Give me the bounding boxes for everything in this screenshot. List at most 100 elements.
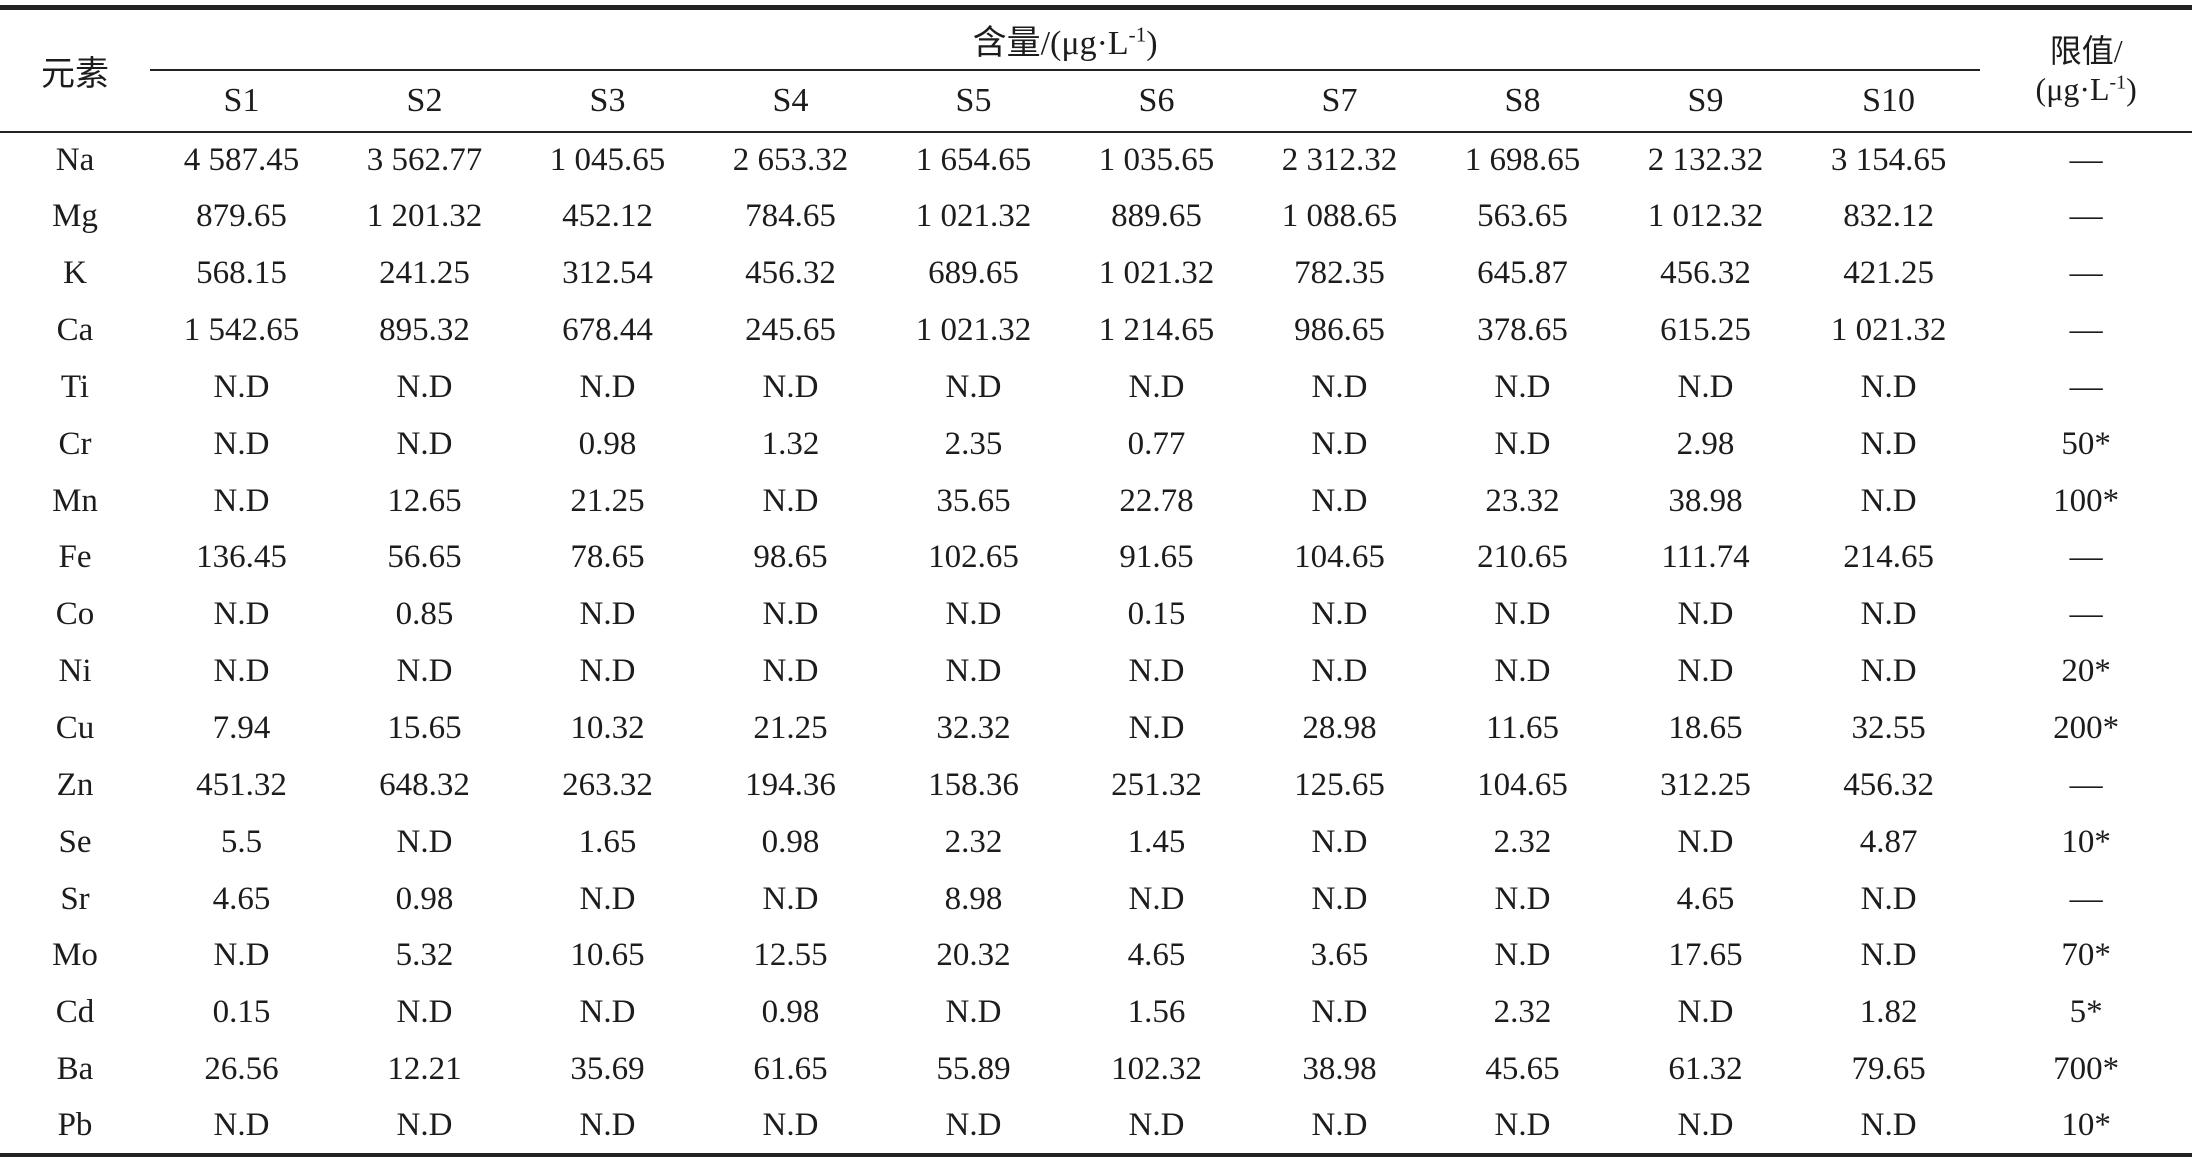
limit-cell: — bbox=[2069, 141, 2103, 178]
superscript-exponent: -1 bbox=[2109, 71, 2127, 94]
value-cell: N.D bbox=[213, 937, 270, 974]
value-cell: 615.25 bbox=[1660, 312, 1751, 348]
value-cell: 26.56 bbox=[204, 1051, 279, 1088]
value-cell: 678.44 bbox=[562, 312, 653, 348]
value-cell: 35.69 bbox=[570, 1051, 645, 1088]
value-cell: N.D bbox=[1494, 653, 1551, 690]
limit-cell: 10* bbox=[2061, 823, 2111, 860]
value-cell: 1 214.65 bbox=[1098, 312, 1215, 348]
value-cell: 0.98 bbox=[395, 880, 454, 917]
value-cell: 7.94 bbox=[212, 710, 271, 747]
value-cell: 689.65 bbox=[928, 255, 1019, 292]
value-cell: N.D bbox=[396, 1107, 453, 1144]
sample-column-header: S7 bbox=[1248, 69, 1431, 133]
value-cell: 1.82 bbox=[1859, 994, 1918, 1031]
value-cell: N.D bbox=[1128, 653, 1185, 690]
table-row: Ba 26.56 12.21 35.69 61.65 55.89 102.32 38.98 45… bbox=[0, 1041, 2192, 1098]
value-cell: N.D bbox=[1860, 596, 1917, 633]
table-row: Na 4 587.45 3 562.77 1 045.65 2 653.32 1 654.… bbox=[0, 132, 2192, 189]
element-cell: Mg bbox=[52, 198, 98, 235]
value-cell: 98.65 bbox=[753, 539, 828, 576]
element-cell: Mo bbox=[52, 937, 98, 974]
value-cell: N.D bbox=[1128, 880, 1185, 917]
value-cell: N.D bbox=[579, 880, 636, 917]
value-cell: N.D bbox=[1860, 368, 1917, 405]
element-concentration-table: 元素 含量/(μg·L-1) 限值/ (μg·L-1) S1 S2 S3 S4 S5 S6… bbox=[0, 5, 2192, 1157]
value-cell: N.D bbox=[1860, 482, 1917, 519]
value-cell: 4.87 bbox=[1859, 823, 1918, 860]
value-cell: N.D bbox=[1494, 368, 1551, 405]
limit-cell: 5* bbox=[2069, 994, 2103, 1031]
value-cell: 0.15 bbox=[1127, 596, 1186, 633]
limit-header-line2: (μg·L-1) bbox=[2035, 71, 2137, 108]
value-cell: N.D bbox=[213, 596, 270, 633]
value-cell: 241.25 bbox=[379, 255, 470, 292]
element-cell: Zn bbox=[56, 766, 94, 803]
value-cell: 32.55 bbox=[1851, 710, 1926, 747]
value-cell: 456.32 bbox=[1660, 255, 1751, 292]
value-cell: N.D bbox=[579, 653, 636, 690]
value-cell: 421.25 bbox=[1843, 255, 1934, 292]
table-row: Cr N.D N.D 0.98 1.32 2.35 0.77 N.D N.D 2.98 N.D 50* bbox=[0, 416, 2192, 473]
value-cell: 91.65 bbox=[1119, 539, 1194, 576]
element-cell: Cd bbox=[55, 994, 95, 1031]
value-cell: 0.98 bbox=[761, 994, 820, 1031]
value-cell: 32.32 bbox=[936, 710, 1011, 747]
sample-column-header: S9 bbox=[1614, 69, 1797, 133]
table-row: Cd 0.15 N.D N.D 0.98 N.D 1.56 N.D 2.32 N.D 1.82 5* bbox=[0, 984, 2192, 1041]
table-body: Na 4 587.45 3 562.77 1 045.65 2 653.32 1 654.… bbox=[0, 132, 2192, 1156]
value-cell: 563.65 bbox=[1477, 198, 1568, 235]
element-cell: Na bbox=[55, 141, 95, 178]
limit-cell: — bbox=[2069, 368, 2103, 405]
limit-cell: 700* bbox=[2053, 1051, 2120, 1088]
value-cell: 832.12 bbox=[1843, 198, 1934, 235]
value-cell: N.D bbox=[945, 1107, 1002, 1144]
value-cell: 3.65 bbox=[1310, 937, 1369, 974]
value-cell: 0.98 bbox=[578, 425, 637, 462]
value-cell: 8.98 bbox=[944, 880, 1003, 917]
limit-cell: 100* bbox=[2053, 482, 2120, 519]
table-row: Ni N.D N.D N.D N.D N.D N.D N.D N.D N.D N.D 20* bbox=[0, 643, 2192, 700]
value-cell: 1.65 bbox=[578, 823, 637, 860]
value-cell: 1 035.65 bbox=[1098, 141, 1215, 178]
value-cell: 2 653.32 bbox=[732, 141, 849, 178]
value-cell: 2.98 bbox=[1676, 425, 1735, 462]
value-cell: N.D bbox=[762, 368, 819, 405]
value-cell: 1 698.65 bbox=[1464, 141, 1581, 178]
value-cell: N.D bbox=[213, 482, 270, 519]
value-cell: N.D bbox=[945, 368, 1002, 405]
value-cell: N.D bbox=[396, 368, 453, 405]
value-cell: 23.32 bbox=[1485, 482, 1560, 519]
table-row: Ti N.D N.D N.D N.D N.D N.D N.D N.D N.D N.D — bbox=[0, 359, 2192, 416]
value-cell: N.D bbox=[579, 596, 636, 633]
element-cell: Ti bbox=[60, 368, 90, 405]
sample-column-header: S1 bbox=[150, 69, 333, 133]
sample-column-header: S4 bbox=[699, 69, 882, 133]
value-cell: 5.5 bbox=[220, 823, 263, 860]
limit-cell: 200* bbox=[2053, 710, 2120, 747]
table-row: Mg 879.65 1 201.32 452.12 784.65 1 021.32 889.… bbox=[0, 188, 2192, 245]
value-cell: 21.25 bbox=[753, 710, 828, 747]
value-cell: N.D bbox=[1311, 368, 1368, 405]
value-cell: 784.65 bbox=[745, 198, 836, 235]
value-cell: 2 312.32 bbox=[1281, 141, 1398, 178]
table-row: Sr 4.65 0.98 N.D N.D 8.98 N.D N.D N.D 4.65 N.D — bbox=[0, 871, 2192, 928]
sample-header-row: S1 S2 S3 S4 S5 S6 S7 S8 S9 S10 bbox=[0, 69, 2192, 133]
value-cell: N.D bbox=[213, 1107, 270, 1144]
value-cell: 251.32 bbox=[1111, 766, 1202, 803]
value-cell: 56.65 bbox=[387, 539, 462, 576]
value-cell: 4.65 bbox=[212, 880, 271, 917]
element-cell: Pb bbox=[57, 1107, 93, 1144]
limit-cell: — bbox=[2069, 596, 2103, 633]
element-cell: Mn bbox=[52, 482, 98, 519]
value-cell: N.D bbox=[213, 425, 270, 462]
value-cell: 1.45 bbox=[1127, 823, 1186, 860]
limit-cell: 20* bbox=[2061, 653, 2111, 690]
value-cell: N.D bbox=[1311, 653, 1368, 690]
element-cell: Cu bbox=[55, 710, 95, 747]
value-cell: 0.77 bbox=[1127, 425, 1186, 462]
value-cell: 2.32 bbox=[1493, 823, 1552, 860]
value-cell: N.D bbox=[1311, 880, 1368, 917]
table-row: Fe 136.45 56.65 78.65 98.65 102.65 91.65 104.65… bbox=[0, 530, 2192, 587]
value-cell: 1 021.32 bbox=[1830, 312, 1947, 348]
